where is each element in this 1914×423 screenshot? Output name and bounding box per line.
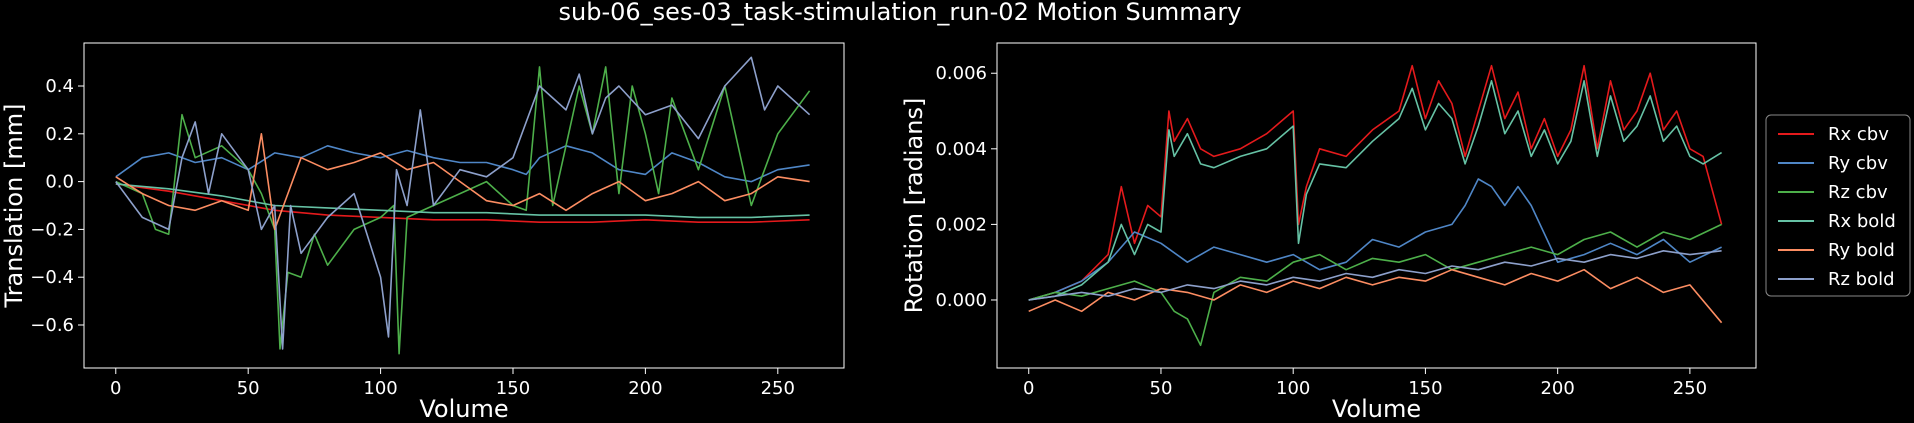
legend-entry: Rz bold: [1828, 269, 1895, 290]
x-axis-label: Volume: [419, 395, 508, 423]
series-line-ry-cbv: [1028, 178, 1722, 301]
series-line-rx-cbv: [115, 183, 810, 223]
y-tick-label: 0.4: [45, 76, 74, 97]
rotation-plot: 0 50 100 150 200 250 0.000 0.002 0.004 0.006 Volum…: [900, 42, 1757, 423]
series-line-rz-bold: [1028, 250, 1722, 301]
y-tick-label: −0.2: [30, 219, 74, 240]
x-tick-label: 200: [628, 378, 662, 399]
x-tick-label: 250: [761, 378, 795, 399]
x-tick-label: 250: [1673, 378, 1707, 399]
series-line-ry-cbv: [115, 145, 810, 183]
x-tick-label: 150: [1408, 378, 1442, 399]
y-tick-label: 0.0: [45, 172, 74, 193]
x-tick-label: 0: [110, 378, 121, 399]
series-line-rz-bold: [115, 56, 811, 350]
series-line-rx-cbv: [1028, 64, 1723, 301]
legend-entry: Rx bold: [1828, 211, 1896, 232]
y-tick-label: 0.2: [45, 124, 74, 145]
y-tick-label: −0.6: [30, 315, 74, 336]
series-line-ry-bold: [115, 133, 810, 231]
y-axis-label: Translation [mm]: [0, 104, 28, 309]
plot-area-frame: [996, 42, 1757, 369]
figure-title: sub-06_ses-03_task-stimulation_run-02 Mo…: [559, 0, 1242, 26]
x-tick-label: 50: [1150, 378, 1173, 399]
y-tick-label: 0.004: [935, 139, 987, 160]
x-tick-label: 50: [237, 378, 260, 399]
legend: Rx cbv Ry cbv Rz cbv Rx bold Ry bold Rz bold: [1765, 114, 1911, 297]
legend-entry: Ry bold: [1828, 240, 1895, 261]
plot-area-frame: [83, 42, 845, 369]
translation-plot: 0 50 100 150 200 250 −0.6 −0.4 −0.2 0.0 0.2 0.4 Volu…: [0, 42, 845, 423]
legend-entry: Rz cbv: [1828, 182, 1888, 203]
series-line-ry-bold: [1028, 268, 1723, 324]
x-tick-label: 150: [496, 378, 530, 399]
x-axis-label: Volume: [1332, 395, 1421, 423]
series-line-rx-bold: [1028, 80, 1723, 301]
y-tick-label: 0.000: [935, 290, 987, 311]
x-tick-label: 200: [1540, 378, 1574, 399]
series-line-rx-bold: [115, 183, 810, 219]
legend-entry: Ry cbv: [1828, 153, 1888, 174]
x-tick-label: 0: [1023, 378, 1034, 399]
y-tick-label: 0.002: [935, 214, 987, 235]
legend-entry: Rx cbv: [1828, 124, 1889, 145]
series-line-rz-cbv: [1028, 223, 1722, 347]
x-tick-label: 100: [363, 378, 397, 399]
y-tick-label: 0.006: [935, 63, 987, 84]
x-tick-label: 100: [1276, 378, 1310, 399]
y-axis-label: Rotation [radians]: [900, 98, 928, 314]
y-tick-label: −0.4: [30, 267, 74, 288]
